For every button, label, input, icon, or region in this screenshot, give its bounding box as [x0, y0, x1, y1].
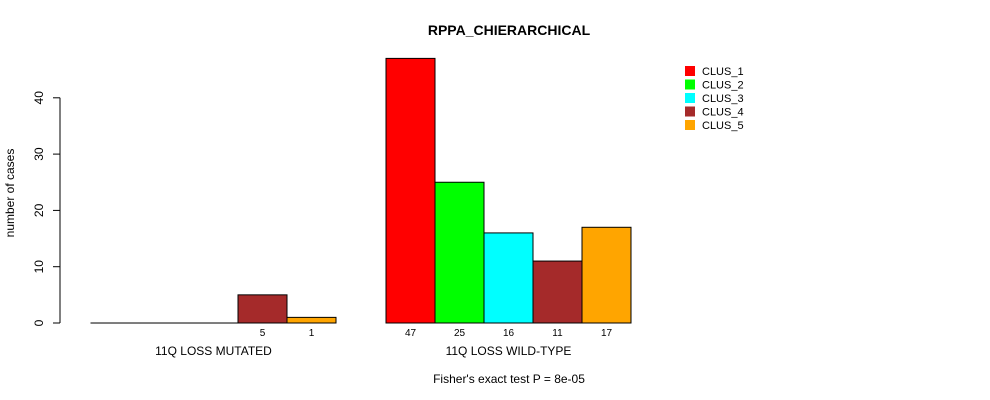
- legend-label: CLUS_5: [702, 120, 744, 132]
- group-label: 11Q LOSS MUTATED: [155, 344, 272, 358]
- group-labels: 11Q LOSS MUTATED 11Q LOSS WILD-TYPE: [155, 344, 571, 358]
- bar-value-label: 47: [405, 328, 417, 339]
- bar-clus-4-mutated: [237, 294, 288, 324]
- y-tick-label: 0: [32, 319, 46, 326]
- bar-value-label: 11: [552, 328, 563, 339]
- bar-value-label: 17: [601, 328, 613, 339]
- legend-swatch: [685, 106, 695, 117]
- legend-swatch: [685, 79, 695, 90]
- y-tick-label: 20: [32, 203, 46, 217]
- y-axis-label: number of cases: [3, 149, 17, 238]
- bar-clus-1-wild-type: [385, 57, 436, 324]
- bar-clus-5-wild-type: [581, 226, 632, 324]
- value-labels: 5 1 47 25 16 11 17: [260, 328, 613, 339]
- legend-swatch: [685, 93, 695, 103]
- bar-clus-2-wild-type: [434, 181, 485, 324]
- y-axis: 0 10 20 30 40: [32, 91, 61, 326]
- bar-value-label: 16: [503, 328, 515, 339]
- bar-clus-4-wild-type: [532, 260, 583, 324]
- legend-label: CLUS_3: [702, 93, 744, 105]
- group-label: 11Q LOSS WILD-TYPE: [446, 344, 572, 358]
- y-tick-label: 30: [32, 147, 46, 161]
- bar-value-label: 1: [309, 328, 315, 339]
- legend-swatch: [685, 66, 695, 76]
- bar-value-label: 25: [454, 328, 466, 339]
- legend-label: CLUS_2: [702, 80, 744, 92]
- bars: [90, 57, 632, 324]
- legend-label: CLUS_1: [702, 66, 744, 78]
- legend-label: CLUS_4: [702, 107, 744, 119]
- chart-title: RPPA_CHIERARCHICAL: [428, 22, 591, 38]
- y-tick-label: 10: [32, 260, 46, 274]
- legend-swatch: [685, 120, 695, 130]
- y-tick-label: 40: [32, 91, 46, 105]
- bar-value-label: 5: [260, 328, 266, 339]
- fisher-test-footnote: Fisher's exact test P = 8e-05: [433, 372, 585, 386]
- bar-clus-3-wild-type: [483, 232, 534, 324]
- bar-clus-5-mutated: [286, 316, 337, 324]
